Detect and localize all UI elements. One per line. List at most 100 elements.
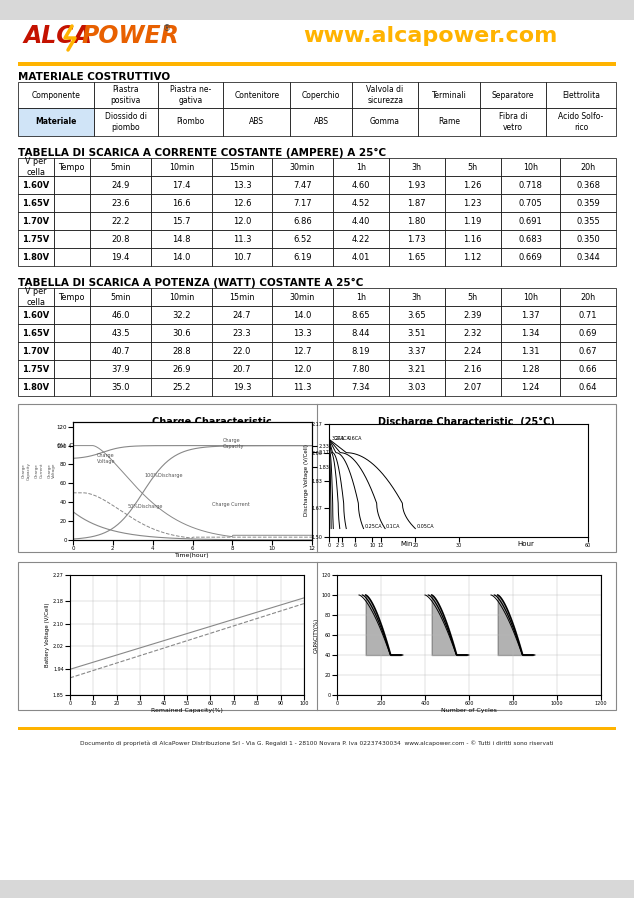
Bar — [54, 158, 89, 176]
Text: 13.3: 13.3 — [293, 329, 312, 338]
Bar — [18, 62, 616, 66]
Bar — [501, 342, 560, 360]
Y-axis label: Discharge Voltage (V/Cell): Discharge Voltage (V/Cell) — [304, 445, 309, 516]
Bar — [272, 158, 333, 176]
Text: 1.65V: 1.65V — [22, 198, 49, 207]
Text: 1.87: 1.87 — [408, 198, 426, 207]
Text: 0.05CA: 0.05CA — [416, 524, 434, 530]
Bar — [18, 212, 54, 230]
Text: Componente: Componente — [32, 91, 81, 100]
Text: 0.368: 0.368 — [576, 180, 600, 189]
Bar — [54, 248, 89, 266]
Y-axis label: CAPACITY(%): CAPACITY(%) — [314, 618, 319, 653]
Text: 24.9: 24.9 — [112, 180, 130, 189]
Bar — [352, 108, 418, 136]
Bar — [501, 176, 560, 194]
Text: 0.64: 0.64 — [579, 383, 597, 392]
Text: 2CA: 2CA — [334, 436, 344, 441]
Bar — [89, 248, 152, 266]
Text: 0.66: 0.66 — [579, 365, 597, 374]
Text: 2.16: 2.16 — [463, 365, 482, 374]
Text: Diossido di
piombo: Diossido di piombo — [105, 112, 147, 132]
Text: Materiale: Materiale — [36, 118, 77, 127]
Bar — [18, 727, 616, 730]
Bar — [560, 342, 616, 360]
Text: 1.34: 1.34 — [521, 329, 540, 338]
Text: 0.350: 0.350 — [576, 234, 600, 243]
Bar — [89, 306, 152, 324]
Text: 2.24: 2.24 — [463, 347, 482, 356]
Bar — [18, 230, 54, 248]
Text: 0.71: 0.71 — [579, 311, 597, 320]
Bar — [272, 212, 333, 230]
Text: 46.0: 46.0 — [111, 311, 130, 320]
Bar — [18, 342, 54, 360]
Text: Elettrolita: Elettrolita — [562, 91, 600, 100]
Text: 1.24: 1.24 — [521, 383, 540, 392]
Text: Documento di proprietà di AlcaPower Distribuzione Srl - Via G. Regaldi 1 - 28100: Documento di proprietà di AlcaPower Dist… — [81, 740, 553, 745]
Text: Valvola di
sicurezza: Valvola di sicurezza — [366, 85, 404, 105]
Text: 8.65: 8.65 — [351, 311, 370, 320]
Bar — [560, 288, 616, 306]
Bar — [333, 342, 389, 360]
Text: 13.3: 13.3 — [233, 180, 251, 189]
Bar — [18, 306, 54, 324]
Text: 1.80V: 1.80V — [22, 252, 49, 261]
Text: 20h: 20h — [581, 293, 595, 302]
Bar — [212, 194, 272, 212]
Bar — [444, 230, 501, 248]
Text: 1.60V: 1.60V — [22, 311, 49, 320]
Bar — [444, 158, 501, 176]
Bar — [418, 108, 480, 136]
Text: Charge
Current: Charge Current — [35, 462, 43, 479]
Bar — [89, 176, 152, 194]
Text: 25.2: 25.2 — [172, 383, 191, 392]
Bar — [152, 342, 212, 360]
Text: TABELLA DI SCARICA A CORRENTE COSTANTE (AMPERE) A 25°C: TABELLA DI SCARICA A CORRENTE COSTANTE (… — [18, 148, 386, 158]
Text: Constant Charge At 0.25CA-2.30V  (25°C): Constant Charge At 0.25CA-2.30V (25°C) — [155, 428, 269, 433]
Text: 0.67: 0.67 — [579, 347, 597, 356]
Bar — [389, 158, 444, 176]
Bar — [501, 306, 560, 324]
Text: Hour: Hour — [518, 541, 534, 547]
Bar — [54, 342, 89, 360]
Bar — [389, 176, 444, 194]
Text: ABS: ABS — [249, 118, 264, 127]
Bar — [89, 212, 152, 230]
Text: 3CA: 3CA — [332, 436, 342, 441]
Bar — [212, 360, 272, 378]
Bar — [560, 194, 616, 212]
Text: 1.75V: 1.75V — [22, 365, 49, 374]
Bar — [333, 230, 389, 248]
Bar — [152, 324, 212, 342]
Bar — [152, 230, 212, 248]
Bar — [272, 230, 333, 248]
Bar — [272, 342, 333, 360]
Text: 3.03: 3.03 — [408, 383, 426, 392]
Bar — [212, 324, 272, 342]
Bar — [272, 306, 333, 324]
Bar — [389, 230, 444, 248]
Text: ALCA: ALCA — [24, 24, 93, 48]
Bar — [560, 248, 616, 266]
Text: 11.3: 11.3 — [233, 234, 251, 243]
Bar — [94, 108, 158, 136]
Text: (%): (%) — [56, 443, 66, 448]
Text: 0.359: 0.359 — [576, 198, 600, 207]
Bar — [444, 342, 501, 360]
Bar — [158, 108, 223, 136]
Bar — [333, 158, 389, 176]
Text: 7.17: 7.17 — [293, 198, 312, 207]
Text: 14.0: 14.0 — [172, 252, 191, 261]
Text: 1CA: 1CA — [340, 436, 351, 441]
Bar — [501, 230, 560, 248]
Bar — [152, 378, 212, 396]
Text: 14.0: 14.0 — [294, 311, 312, 320]
Bar — [18, 194, 54, 212]
Bar — [158, 82, 223, 108]
Text: Piombo: Piombo — [176, 118, 205, 127]
Text: 30.6: 30.6 — [172, 329, 191, 338]
Text: 7.80: 7.80 — [351, 365, 370, 374]
Bar — [560, 176, 616, 194]
Bar — [18, 404, 616, 552]
